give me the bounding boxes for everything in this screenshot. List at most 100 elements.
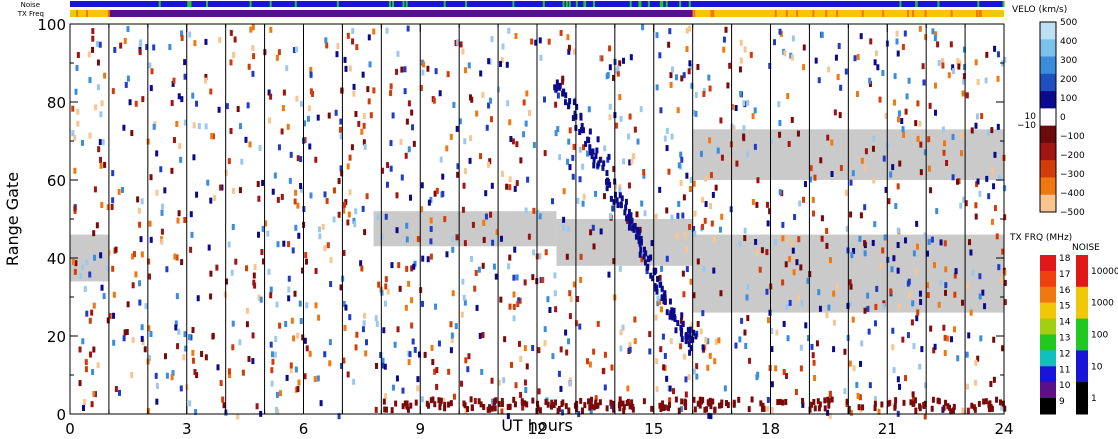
velocity-point — [435, 367, 439, 374]
velocity-point — [218, 37, 222, 44]
velocity-point — [76, 52, 80, 59]
noise-bar-segment — [388, 1, 391, 7]
velocity-point — [680, 312, 684, 319]
velocity-point — [294, 46, 298, 53]
velocity-point — [92, 230, 96, 237]
velocity-point — [578, 129, 582, 136]
velocity-point — [357, 120, 361, 127]
velocity-color-swatch — [1040, 177, 1056, 196]
velocity-point — [873, 396, 877, 403]
velocity-point — [339, 133, 343, 140]
velocity-point — [679, 330, 683, 337]
velocity-point — [768, 62, 772, 69]
velocity-point — [660, 265, 664, 272]
velocity-point — [778, 131, 782, 138]
velocity-point — [618, 265, 622, 272]
velocity-point — [260, 249, 264, 256]
velocity-point — [580, 127, 584, 134]
velocity-point — [417, 351, 421, 358]
velocity-point — [681, 321, 685, 328]
velocity-point — [806, 277, 810, 284]
velocity-point — [608, 181, 612, 188]
velocity-point — [579, 276, 583, 283]
txfreq-bar-tick — [924, 10, 927, 17]
velocity-point — [629, 54, 633, 61]
velocity-point — [739, 57, 743, 64]
velocity-point — [843, 348, 847, 355]
velocity-point — [469, 396, 473, 403]
noise-bar-segment — [937, 1, 940, 7]
velocity-point — [558, 154, 562, 161]
velocity-point — [671, 314, 675, 321]
velocity-point — [128, 99, 132, 106]
velocity-point — [193, 40, 197, 47]
velocity-point — [385, 27, 389, 34]
velocity-point — [93, 186, 97, 193]
velocity-point — [419, 85, 423, 92]
velocity-point — [974, 213, 978, 220]
velocity-point — [179, 156, 183, 163]
velocity-point — [726, 82, 730, 89]
velocity-point — [760, 405, 764, 412]
velocity-point — [531, 344, 535, 351]
velocity-point — [505, 61, 509, 68]
velocity-point — [93, 254, 97, 261]
velocity-point — [571, 115, 575, 122]
velocity-point — [914, 267, 918, 274]
velocity-scale-labels: 500 400 300 200 100 0 −100 −200 −300 −40… — [1060, 18, 1085, 218]
velocity-point — [694, 110, 698, 117]
velocity-point — [649, 272, 653, 279]
velocity-point — [790, 54, 794, 61]
velocity-point — [258, 145, 262, 152]
velocity-point — [668, 397, 672, 404]
txfreq-bar-tick — [825, 10, 828, 17]
velocity-point — [720, 154, 724, 161]
velocity-point — [661, 333, 665, 340]
velocity-point — [241, 369, 245, 376]
velocity-point — [463, 168, 467, 175]
velocity-point — [527, 233, 531, 240]
velocity-point — [720, 213, 724, 220]
velocity-point — [477, 398, 481, 405]
noise-bar-segment — [647, 1, 650, 7]
velocity-point — [852, 247, 856, 254]
velocity-point — [700, 196, 704, 203]
txfreq-tick-label: 14 — [1059, 318, 1071, 328]
velocity-point — [933, 262, 937, 269]
velocity-point — [941, 126, 945, 133]
velocity-point — [625, 399, 629, 406]
velocity-point — [592, 162, 596, 169]
noise-bar-segment — [158, 1, 161, 7]
velocity-point — [188, 31, 192, 38]
velocity-point — [287, 286, 291, 293]
velocity-point — [605, 73, 609, 80]
velocity-point — [985, 175, 989, 182]
velocity-point — [893, 99, 897, 106]
velocity-point — [670, 214, 674, 221]
velocity-point — [827, 304, 831, 311]
velocity-point — [456, 39, 460, 46]
velocity-point — [413, 346, 417, 353]
velocity-point — [488, 158, 492, 165]
velocity-point — [619, 201, 623, 208]
velocity-point — [640, 200, 644, 207]
velocity-point — [524, 207, 528, 214]
txfreq-tick-label: 12 — [1059, 349, 1070, 359]
velocity-point — [850, 252, 854, 259]
velocity-point — [863, 250, 867, 257]
velocity-point — [719, 117, 723, 124]
txfreq-bar-tick — [978, 10, 981, 17]
velocity-point — [336, 42, 340, 49]
txfreq-scale-labels: 18 17 16 15 14 13 12 11 10 9 — [1059, 254, 1071, 407]
noise-bar-segment — [638, 1, 641, 7]
velocity-point — [712, 267, 716, 274]
velocity-point — [73, 134, 77, 141]
velocity-point — [676, 212, 680, 219]
velocity-point — [479, 401, 483, 408]
velocity-point — [706, 338, 710, 345]
velocity-point — [770, 328, 774, 335]
velocity-point — [303, 337, 307, 344]
velocity-point — [927, 165, 931, 172]
velocity-point — [452, 101, 456, 108]
velocity-point — [111, 197, 115, 204]
